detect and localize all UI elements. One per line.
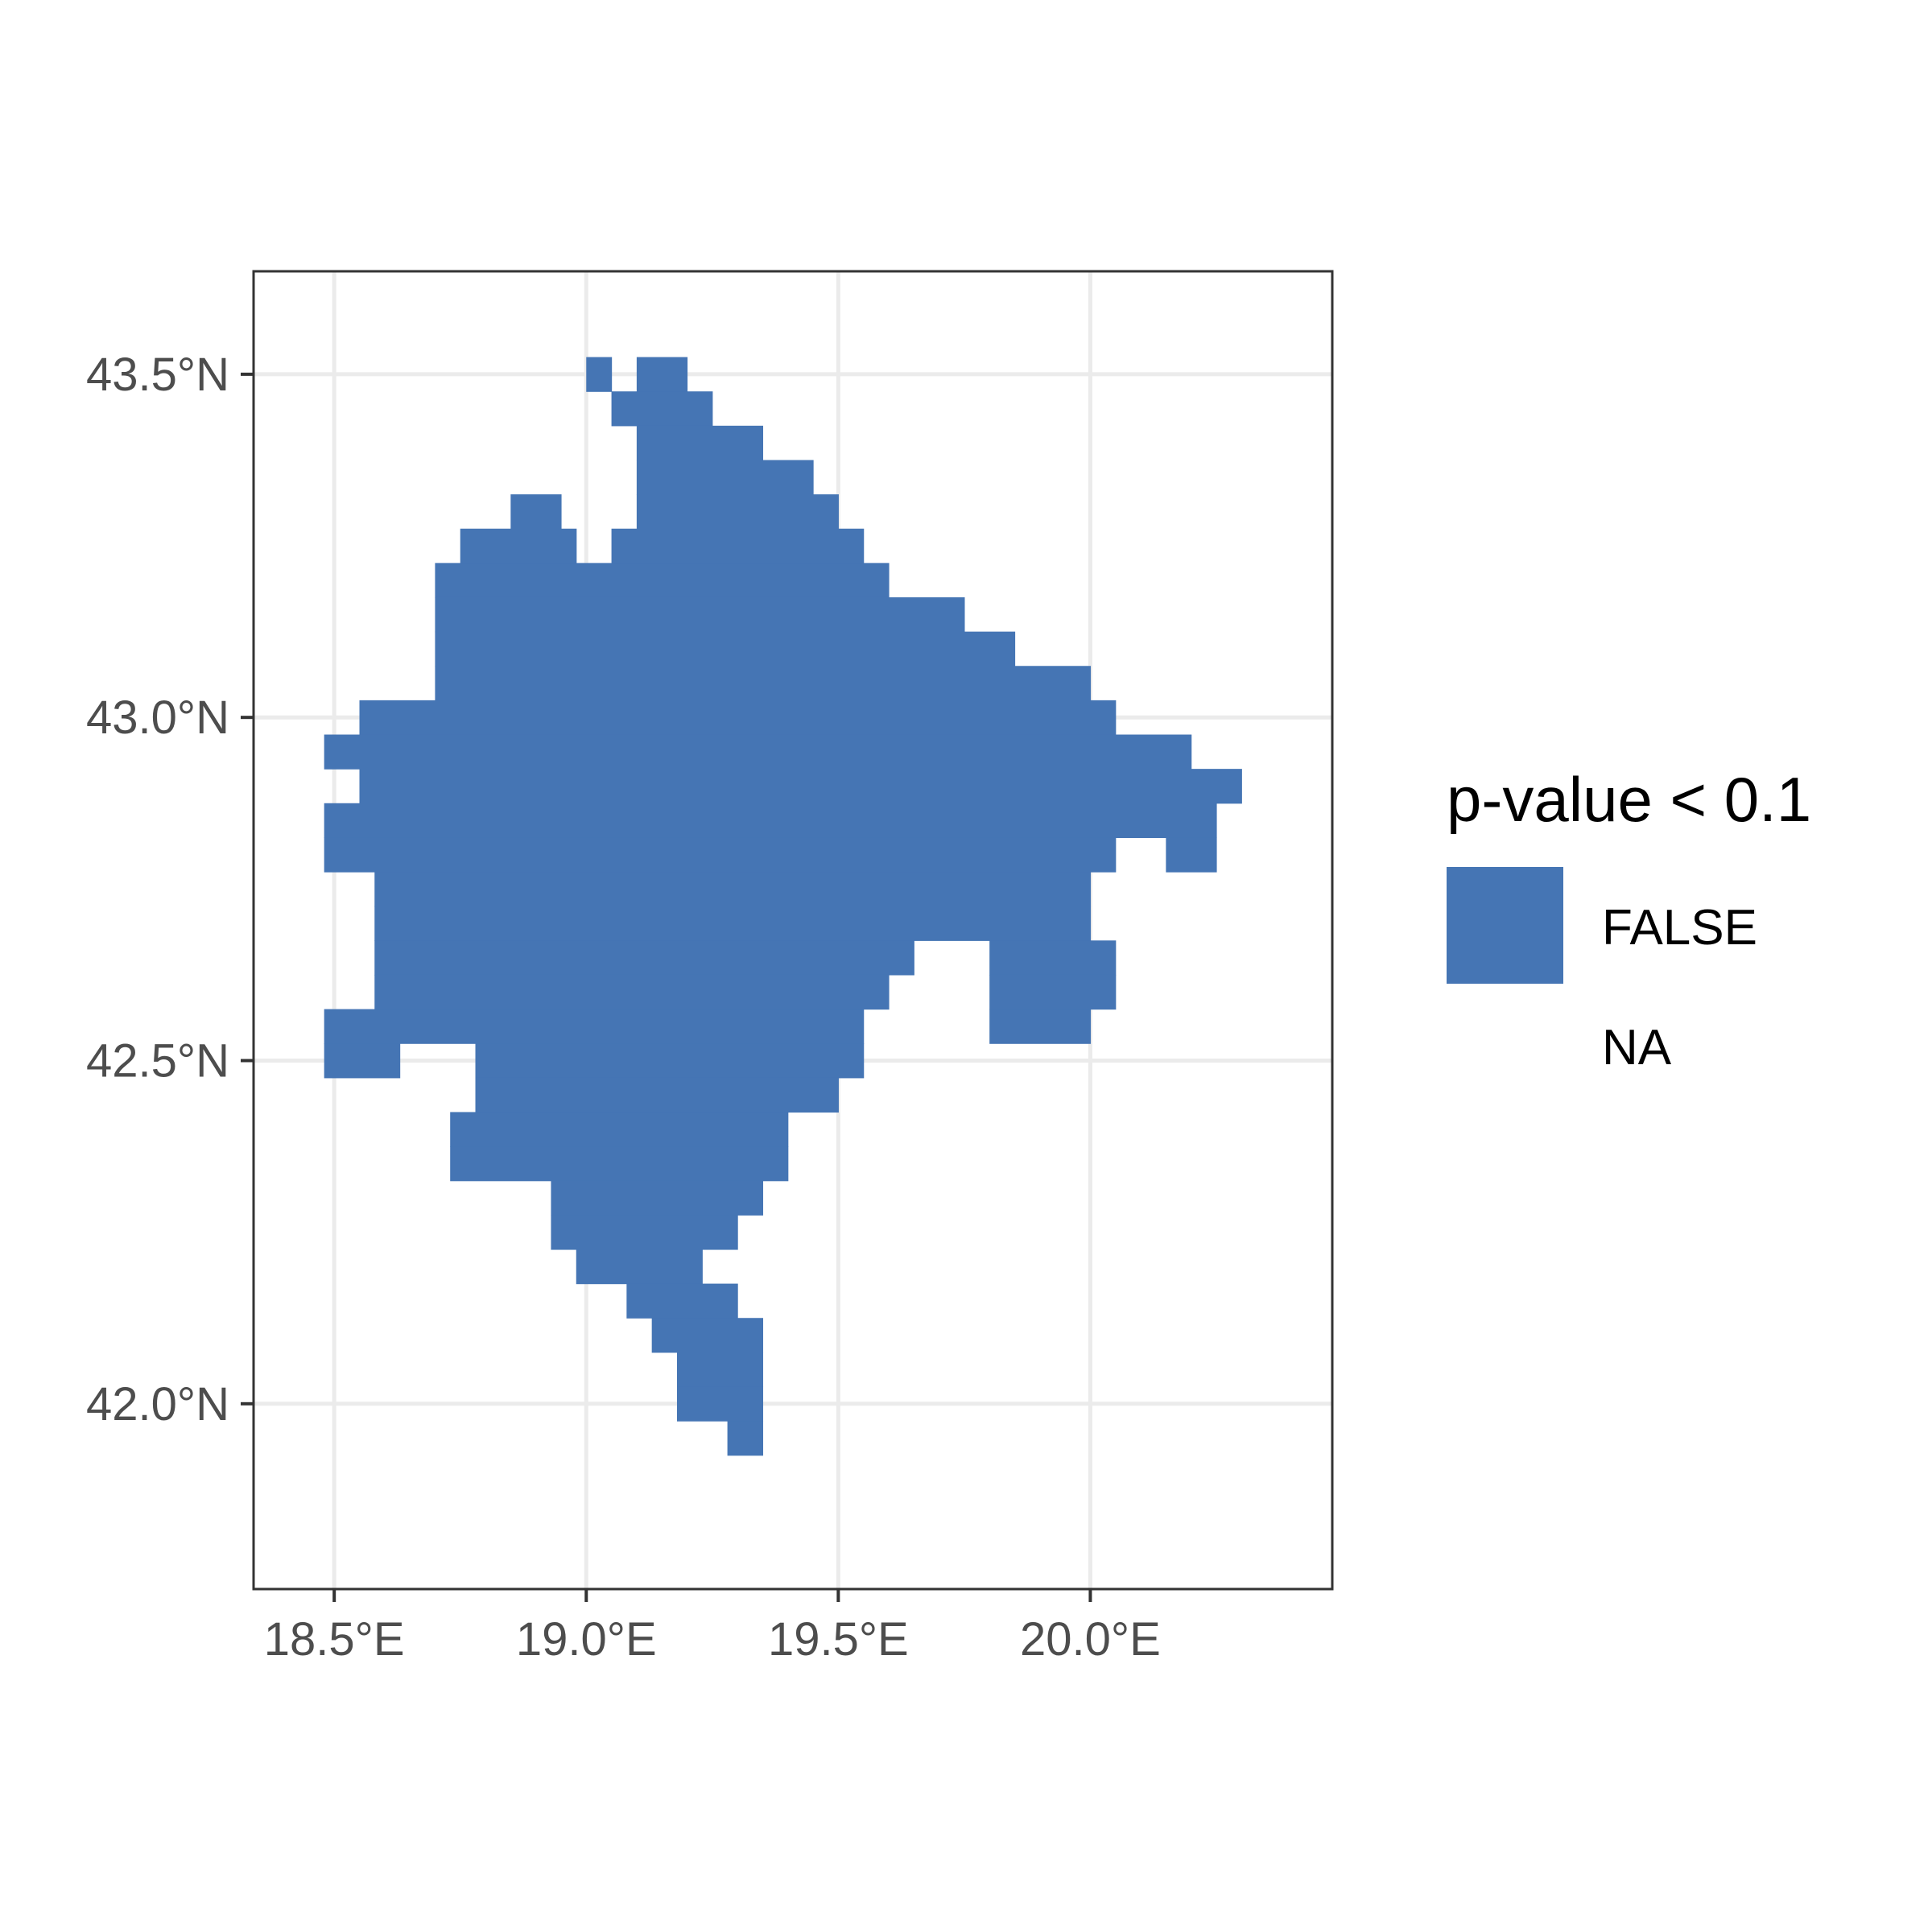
raster-cell-row-2-span-0 [636, 425, 764, 461]
x-tick-label-3: 20.0°E [1020, 1613, 1161, 1666]
legend-label-false: FALSE [1602, 900, 1757, 956]
raster-cell-row-31-span-0 [727, 1421, 764, 1456]
raster-cell-row-4-span-1 [636, 494, 839, 530]
raster-cell-row-17-span-1 [989, 940, 1117, 976]
raster-cell-row-13-span-0 [324, 803, 1217, 838]
y-tick-label-0: 42.0°N [86, 1378, 229, 1430]
raster-cell-row-15-span-0 [374, 872, 1092, 907]
y-tick-label-2: 43.0°N [86, 691, 229, 744]
raster-cell-row-6-span-0 [435, 563, 890, 598]
raster-cell-row-28-span-0 [651, 1318, 764, 1353]
raster-cell-row-14-span-0 [324, 837, 1117, 873]
y-tick-label-3: 43.5°N [86, 349, 229, 401]
raster-cell-row-12-span-0 [359, 769, 1242, 804]
raster-cell-row-18-span-0 [374, 974, 890, 1010]
plot-panel-border [252, 270, 1334, 1591]
raster-cell-row-4-span-0 [510, 494, 562, 530]
raster-cells [324, 357, 1242, 1456]
raster-cell-row-5-span-0 [460, 528, 577, 564]
raster-cell-row-19-span-0 [324, 1009, 865, 1044]
raster-cell-row-10-span-0 [359, 700, 1117, 736]
raster-cell-row-24-span-0 [551, 1180, 764, 1216]
x-tick-label-0: 18.5°E [264, 1613, 405, 1666]
raster-cell-row-0-span-0 [586, 357, 613, 392]
raster-cell-row-8-span-0 [435, 631, 1016, 667]
legend-label-na: NA [1602, 1020, 1672, 1075]
raster-cell-row-5-span-1 [611, 528, 865, 564]
raster-cell-row-16-span-0 [374, 906, 1092, 941]
axes: 18.5°E 19.0°E 19.5°E 20.0°E 42.0°N 42.5°N 43.0… [86, 349, 1161, 1666]
raster-cell-row-27-span-0 [626, 1283, 738, 1319]
raster-cell-row-21-span-0 [475, 1077, 839, 1113]
raster-cell-row-20-span-0 [324, 1043, 401, 1079]
raster-cell-row-20-span-1 [475, 1043, 865, 1079]
raster-cell-row-26-span-0 [576, 1249, 703, 1285]
y-tick-label-1: 42.5°N [86, 1034, 229, 1087]
raster-cell-row-30-span-0 [676, 1386, 764, 1422]
raster-cell-row-23-span-0 [450, 1146, 789, 1182]
raster-cell-row-19-span-1 [989, 1009, 1092, 1044]
raster-cell-row-25-span-0 [551, 1215, 738, 1250]
raster-cell-row-18-span-1 [989, 974, 1117, 1010]
raster-cell-row-11-span-0 [324, 734, 1192, 770]
raster-cell-row-17-span-0 [374, 940, 914, 976]
raster-cell-row-3-span-0 [636, 460, 814, 495]
legend-title: p-value < 0.1 [1447, 764, 1811, 835]
raster-cell-row-29-span-0 [676, 1352, 764, 1388]
legend-key-false [1447, 867, 1563, 984]
raster-cell-row-22-span-0 [450, 1112, 789, 1147]
x-tick-label-1: 19.0°E [516, 1613, 657, 1666]
x-tick-label-2: 19.5°E [768, 1613, 909, 1666]
raster-cell-row-9-span-0 [435, 666, 1092, 701]
raster-cell-row-7-span-0 [435, 597, 965, 633]
raster-cell-row-14-span-1 [1166, 837, 1217, 873]
raster-cell-row-0-span-1 [636, 357, 688, 392]
legend: p-value < 0.1 FALSE NA [1447, 764, 1811, 1075]
raster-cell-row-1-span-0 [611, 391, 713, 427]
